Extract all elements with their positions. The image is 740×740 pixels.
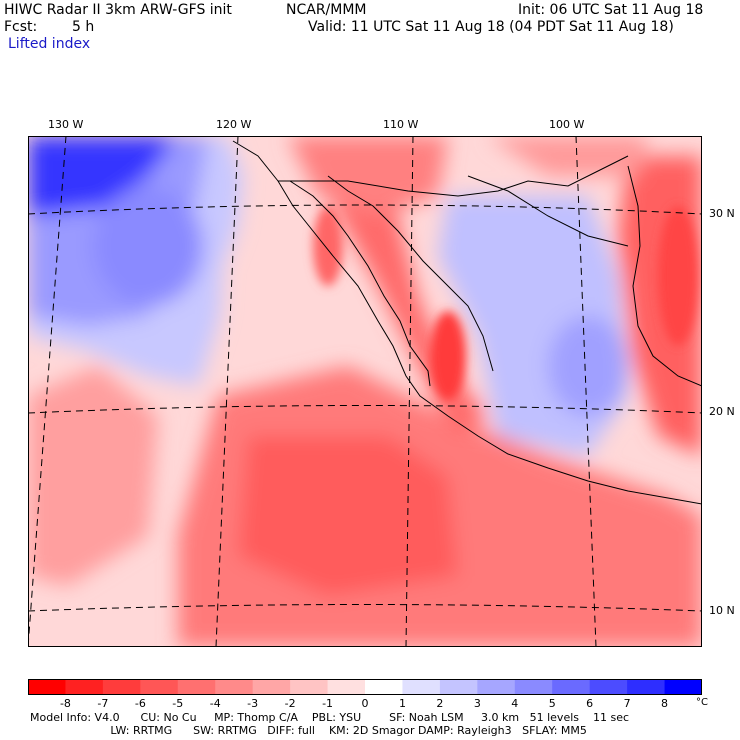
valid-time: Valid: 11 UTC Sat 11 Aug 18 (04 PDT Sat …	[308, 19, 674, 35]
colorbar-tick-label: -3	[247, 697, 259, 710]
colorbar-tick-label: -6	[134, 697, 146, 710]
colorbar-unit: °C	[696, 697, 708, 708]
colorbar-swatch	[402, 679, 441, 695]
colorbar-swatch	[552, 679, 591, 695]
colorbar-tick-label: 7	[623, 697, 631, 710]
colorbar-tick-label: 8	[661, 697, 669, 710]
colorbar-swatch	[365, 679, 403, 695]
colorbar-swatch	[290, 679, 329, 695]
colorbar-tick-label: 2	[436, 697, 444, 710]
colorbar-tick-label: -2	[284, 697, 296, 710]
lon-label-130w: 130 W	[48, 118, 84, 131]
lat-label-10n: 10 N	[709, 604, 735, 617]
colorbar-swatch	[439, 679, 478, 695]
lon-label-120w: 120 W	[216, 118, 252, 131]
colorbar-swatch	[28, 679, 66, 695]
organization: NCAR/MMM	[286, 2, 367, 18]
colorbar-tick-label: -1	[322, 697, 334, 710]
colorbar-swatch	[664, 679, 702, 695]
colorbar-tick-label: 0	[361, 697, 369, 710]
colorbar-swatch	[140, 679, 179, 695]
colorbar-swatch	[514, 679, 553, 695]
colorbar-tick-label: 1	[398, 697, 406, 710]
lon-label-100w: 100 W	[549, 118, 585, 131]
colorbar-tick-label: 3	[473, 697, 481, 710]
lat-lon-grid	[28, 136, 702, 647]
colorbar	[28, 679, 702, 695]
colorbar-swatch	[102, 679, 141, 695]
field-name: Lifted index	[8, 36, 91, 52]
colorbar-tick-label: -7	[97, 697, 109, 710]
colorbar-swatch	[215, 679, 254, 695]
init-time: Init: 06 UTC Sat 11 Aug 18	[518, 2, 704, 18]
field-shading	[28, 136, 702, 647]
colorbar-swatch	[477, 679, 516, 695]
forecast-hour: 5 h	[72, 19, 95, 35]
colorbar-tick-label: -8	[59, 697, 71, 710]
colorbar-tick-label: -5	[172, 697, 184, 710]
colorbar-swatch	[252, 679, 291, 695]
coastline	[232, 140, 702, 505]
lifted-index-map	[28, 136, 702, 647]
lon-label-110w: 110 W	[383, 118, 419, 131]
colorbar-tick-label: 5	[548, 697, 556, 710]
colorbar-tick-label: 6	[586, 697, 594, 710]
colorbar-swatch	[627, 679, 666, 695]
colorbar-swatch	[177, 679, 216, 695]
colorbar-swatch	[327, 679, 366, 695]
forecast-label: Fcst:	[4, 19, 38, 35]
colorbar-swatch	[589, 679, 628, 695]
lat-label-20n: 20 N	[709, 405, 735, 418]
colorbar-frame	[28, 679, 702, 695]
colorbar-tick-label: 4	[511, 697, 519, 710]
map-frame	[28, 136, 702, 647]
model-info-line2: LW: RRTMG SW: RRTMG DIFF: full KM: 2D Sm…	[30, 724, 587, 737]
political-borders	[278, 155, 629, 197]
model-title: HIWC Radar II 3km ARW-GFS init	[4, 2, 232, 18]
colorbar-swatch	[65, 679, 104, 695]
lat-label-30n: 30 N	[709, 207, 735, 220]
colorbar-tick-label: -4	[209, 697, 221, 710]
model-info-line1: Model Info: V4.0 CU: No Cu MP: Thomp C/A…	[30, 711, 630, 724]
